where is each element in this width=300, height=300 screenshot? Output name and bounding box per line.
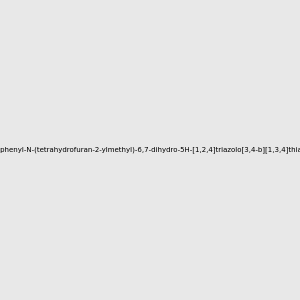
Text: 6-(4-methoxyphenyl)-3-phenyl-N-(tetrahydrofuran-2-ylmethyl)-6,7-dihydro-5H-[1,2,: 6-(4-methoxyphenyl)-3-phenyl-N-(tetrahyd… [0,147,300,153]
